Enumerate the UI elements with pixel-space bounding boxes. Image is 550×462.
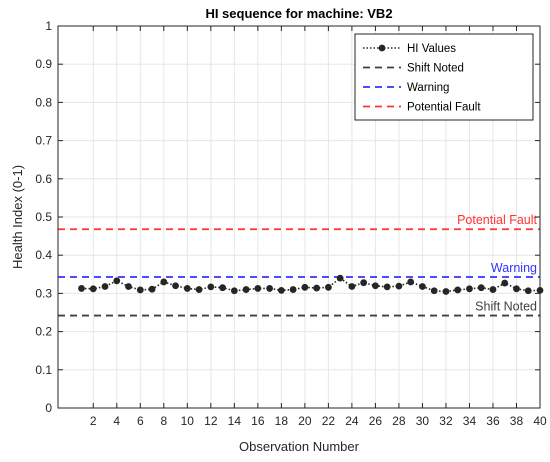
data-point — [148, 285, 156, 293]
data-point — [524, 287, 532, 295]
x-tick-label: 2 — [90, 414, 97, 428]
data-point — [407, 278, 415, 286]
data-point — [113, 277, 121, 285]
data-point — [230, 287, 238, 295]
x-tick-label: 26 — [369, 414, 383, 428]
threshold-lines: Shift Noted Warning Potential Fault — [58, 213, 540, 317]
data-point — [277, 286, 285, 294]
x-tick-label: 22 — [322, 414, 336, 428]
x-tick-label: 36 — [486, 414, 500, 428]
y-axis-label: Health Index (0-1) — [10, 165, 25, 269]
y-tick-label: 0.4 — [35, 248, 52, 262]
y-tick-label: 0.6 — [35, 172, 52, 186]
x-tick-label: 16 — [251, 414, 265, 428]
y-tick-label: 0.2 — [35, 325, 52, 339]
data-point — [172, 282, 179, 290]
data-point — [336, 274, 344, 282]
y-tick-label: 0.3 — [35, 286, 52, 300]
x-tick-label: 20 — [298, 414, 312, 428]
data-point — [101, 283, 109, 290]
data-point — [395, 282, 403, 290]
y-tick-label: 1 — [45, 19, 52, 33]
data-point — [454, 286, 462, 294]
data-point — [419, 283, 426, 290]
data-point — [219, 284, 226, 292]
data-point — [513, 285, 520, 293]
x-tick-label: 18 — [275, 414, 289, 428]
data-point — [489, 286, 497, 293]
data-point — [183, 285, 191, 292]
data-point — [195, 286, 203, 293]
x-tick-label: 10 — [181, 414, 195, 428]
data-point — [160, 278, 168, 286]
x-tick-label: 12 — [204, 414, 218, 428]
x-tick-label: 30 — [416, 414, 430, 428]
y-tick-label: 0 — [45, 401, 52, 415]
data-point — [78, 285, 85, 292]
data-point — [372, 282, 379, 290]
data-point — [442, 288, 450, 295]
threshold-label-warning: Warning — [491, 261, 537, 275]
x-tick-label: 28 — [392, 414, 406, 428]
data-point — [207, 283, 215, 291]
data-point — [89, 285, 97, 293]
data-point — [360, 279, 368, 287]
x-tick-label: 38 — [510, 414, 524, 428]
threshold-label-shift-noted: Shift Noted — [475, 300, 537, 314]
y-axis-ticks: 0 0.1 0.2 0.3 0.4 0.5 0.6 0.7 0.8 0.9 1 — [35, 19, 540, 415]
x-tick-label: 6 — [137, 414, 144, 428]
data-point — [266, 285, 274, 292]
x-axis-label: Observation Number — [239, 439, 360, 454]
x-tick-label: 4 — [113, 414, 120, 428]
x-tick-label: 14 — [228, 414, 242, 428]
data-point — [289, 286, 297, 293]
x-tick-label: 24 — [345, 414, 359, 428]
series-line — [81, 277, 541, 293]
legend-label: Shift Noted — [407, 63, 464, 75]
x-axis-ticks: 2 4 6 8 10 12 14 16 18 20 22 24 26 28 30 32 34 36 38 40 — [90, 26, 547, 428]
legend-label: HI Values — [407, 43, 456, 55]
legend-label: Potential Fault — [407, 102, 481, 114]
data-point — [383, 283, 391, 291]
data-point — [324, 283, 332, 291]
y-tick-label: 0.8 — [35, 95, 52, 109]
data-point — [477, 284, 485, 292]
data-point — [242, 286, 250, 293]
x-tick-label: 34 — [463, 414, 477, 428]
data-point — [348, 283, 356, 290]
y-tick-label: 0.9 — [35, 57, 52, 71]
data-point — [466, 285, 473, 293]
x-tick-label: 40 — [533, 414, 547, 428]
legend-swatch-marker — [378, 44, 386, 52]
series-layer — [78, 274, 544, 295]
data-point — [430, 287, 438, 295]
y-tick-label: 0.7 — [35, 134, 52, 148]
y-tick-label: 0.5 — [35, 210, 52, 224]
chart-title: HI sequence for machine: VB2 — [205, 6, 392, 21]
legend-label: Warning — [407, 82, 449, 94]
threshold-label-potential-fault: Potential Fault — [457, 213, 537, 227]
y-tick-label: 0.1 — [35, 363, 52, 377]
data-point — [136, 286, 144, 294]
legend: HI Values Shift Noted Warning Potential Fau… — [354, 33, 534, 121]
x-tick-label: 32 — [439, 414, 453, 428]
data-point — [301, 283, 309, 291]
data-point — [313, 284, 321, 292]
data-point — [125, 283, 132, 290]
data-point — [501, 279, 509, 287]
x-tick-label: 8 — [160, 414, 167, 428]
data-point — [254, 285, 262, 292]
